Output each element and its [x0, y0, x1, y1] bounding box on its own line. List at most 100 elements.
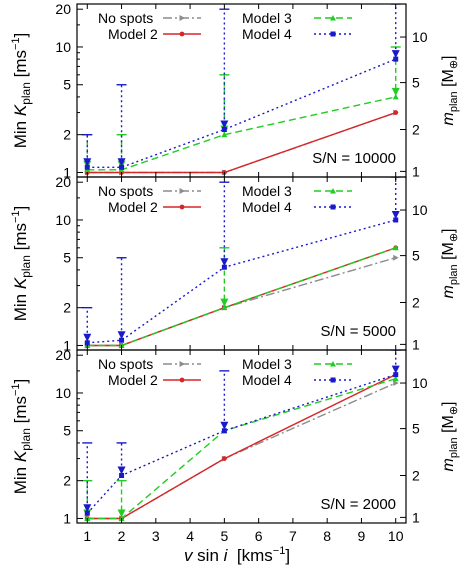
panel-0-point-model-4: [393, 56, 399, 62]
panel-2-y-tick-label: 2: [63, 473, 71, 489]
panel-2-point-model-3: [392, 375, 399, 382]
panel-0-right-tick-label: 1: [412, 163, 420, 179]
panel-2-legend-marker-no-spots: [179, 361, 185, 367]
panel-1-down-arrow-model-3: [220, 298, 229, 307]
panel-1-right-tick-label: 2: [412, 294, 420, 310]
panel-2-y-tick-label: 1: [63, 510, 71, 526]
panel-2-legend-marker-model-4: [330, 377, 336, 383]
panel-2-y-axis-label: Min Kplan [ms−1]: [10, 379, 33, 495]
panel-0-legend-label-model-4: Model 4: [242, 26, 292, 42]
panel-0-y-axis-label: Min Kplan [ms−1]: [10, 33, 33, 149]
x-tick-label: 2: [118, 528, 126, 544]
panel-2-point-model-4: [221, 428, 227, 434]
panel-2-right-tick-label: 10: [412, 375, 428, 391]
panel-2-down-arrow-model-4: [83, 504, 92, 513]
frame-layer: [76, 3, 407, 524]
panel-1-y-tick-label: 2: [63, 300, 71, 316]
panel-0-right-tick-label: 2: [412, 121, 420, 137]
x-tick-label: 10: [388, 528, 404, 544]
x-tick-label: 8: [323, 528, 331, 544]
panel-2-legend-marker-model-2: [179, 377, 185, 383]
panel-1-series-line-model-3: [87, 247, 396, 347]
panel-2-right-tick-label: 2: [412, 467, 420, 483]
panel-1-down-arrow-model-4: [83, 333, 92, 342]
panel-0-legend-marker-model-3: [330, 15, 336, 21]
panel-1-legend-marker-model-4: [330, 204, 336, 210]
panel-2-legend-marker-model-3: [330, 361, 336, 367]
panel-2-legend-label-model-3: Model 3: [242, 356, 292, 372]
panel-0-y-tick-label: 20: [55, 1, 71, 17]
panel-1-down-arrow-model-4: [391, 210, 400, 219]
x-tick-label: 9: [358, 528, 366, 544]
panel-1-point-model-3: [221, 304, 228, 311]
panel-2-down-arrow-model-4: [391, 365, 400, 374]
panel-2-right-tick-label: 5: [412, 421, 420, 437]
x-axis-label: v sin i [kms−1]: [184, 545, 290, 565]
panel-1-point-model-4: [393, 217, 399, 223]
panel-0-series-line-model-4: [87, 58, 396, 169]
x-tick-label: 5: [220, 528, 228, 544]
panel-1-y-tick-label: 5: [63, 250, 71, 266]
panel-0-annotation: S/N = 10000: [312, 150, 396, 167]
panel-0-point-model-4: [221, 126, 227, 132]
panel-1-legend-marker-no-spots: [179, 188, 185, 194]
panel-0-point-model-4: [119, 164, 125, 170]
panel-0-right-axis-label: mplan [M⊕]: [440, 55, 460, 125]
panel-0-point-model-3: [221, 131, 228, 138]
panel-0-point-model-2: [393, 110, 399, 115]
panel-1-point-no-spots: [393, 254, 399, 261]
panel-2-point-model-4: [119, 472, 125, 478]
panel-1-point-model-3: [392, 244, 399, 251]
panel-0-legend-marker-model-2: [179, 31, 185, 37]
panel-0-series: [82, 4, 401, 176]
panel-1-right-tick-label: 5: [412, 248, 420, 264]
panel-2-point-model-4: [393, 372, 399, 378]
panel-1-right-tick-label: 10: [412, 202, 428, 218]
x-tick-label: 6: [255, 528, 263, 544]
panel-0-point-model-3: [392, 93, 399, 100]
panel-2-legend-label-no-spots: No spots: [98, 356, 153, 372]
panel-2-point-model-4: [84, 510, 90, 516]
panel-1-legend-label-model-3: Model 3: [242, 183, 292, 199]
panel-2-annotation: S/N = 2000: [321, 496, 396, 513]
panel-1-right-axis-label: mplan [M⊕]: [440, 228, 460, 298]
panel-1-legend-label-model-4: Model 4: [242, 199, 292, 215]
panel-0-down-arrow-model-4: [220, 120, 229, 129]
panel-1-y-tick-label: 1: [63, 337, 71, 353]
panel-2-right-tick-label: 1: [412, 509, 420, 525]
panel-2-y-tick-label: 5: [63, 423, 71, 439]
panel-1-point-model-4: [119, 337, 125, 343]
panel-0-y-tick-label: 10: [55, 39, 71, 55]
series-layer: [82, 4, 401, 522]
panel-2-legend-label-model-4: Model 4: [242, 372, 292, 388]
panel-2-series-line-model-4: [86, 373, 396, 514]
panel-0-down-arrow-model-4: [83, 158, 92, 167]
panel-2-down-arrow-model-4: [220, 421, 229, 430]
panel-0-y-tick-label: 5: [63, 77, 71, 93]
panel-2-y-tick-label: 20: [55, 347, 71, 363]
panel-2-right-axis-label: mplan [M⊕]: [440, 401, 460, 471]
panel-0-legend-marker-model-4: [330, 31, 336, 37]
panel-1-series: [82, 177, 401, 349]
panel-2-down-arrow-model-3: [117, 509, 126, 518]
panel-2-frame: [76, 349, 407, 524]
panel-2-legend-label-model-2: Model 2: [108, 372, 158, 388]
panel-2-point-no-spots: [393, 380, 399, 387]
panel-0-y-tick-label: 1: [63, 164, 71, 180]
panel-2-down-arrow-model-4: [117, 466, 126, 475]
panel-0-down-arrow-model-4: [391, 50, 400, 59]
panel-0-down-arrow-model-4: [117, 158, 126, 167]
panel-1-down-arrow-model-4: [220, 258, 229, 267]
panel-0-legend-marker-no-spots: [179, 15, 185, 21]
panel-1-right-tick-label: 1: [412, 336, 420, 352]
panel-0-right-tick-label: 10: [412, 29, 428, 45]
x-tick-label: 3: [152, 528, 160, 544]
panel-1-down-arrow-model-4: [117, 331, 126, 340]
panel-2-series-line-model-3: [87, 378, 396, 520]
panel-2-y-tick-label: 10: [55, 385, 71, 401]
panel-0-legend-label-model-3: Model 3: [242, 10, 292, 26]
panel-0-legend-label-no-spots: No spots: [98, 10, 153, 26]
x-tick-label: 4: [186, 528, 194, 544]
